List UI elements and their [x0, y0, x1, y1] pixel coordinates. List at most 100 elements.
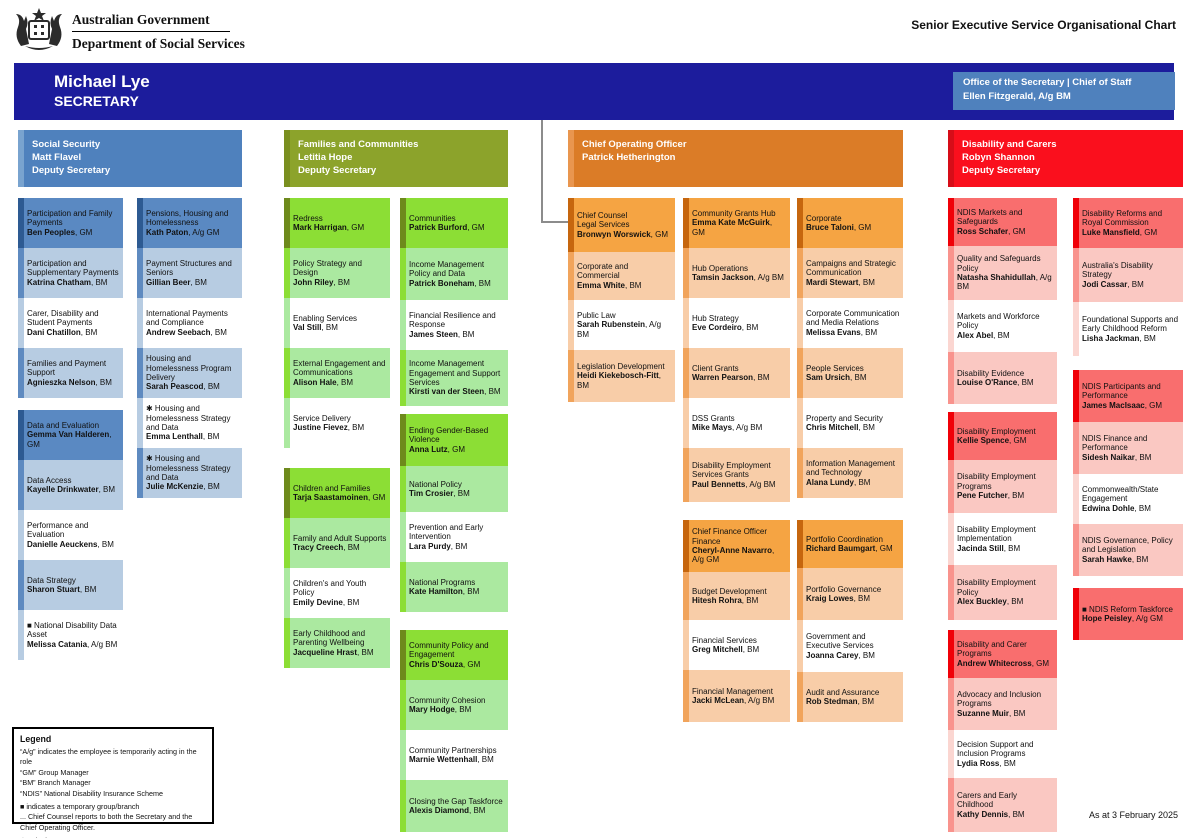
box-title: Service Delivery	[293, 413, 351, 423]
org-box: Prevention and Early Intervention Lara Pu…	[400, 512, 508, 562]
org-box: ■ NDIS Reform Taskforce Hope Peisley, A/g…	[1073, 588, 1183, 640]
box-title: National Policy	[409, 479, 462, 489]
org-box: NDIS Participants and Performance James M…	[1073, 370, 1183, 422]
box-person: Emma Lenthall, BM	[146, 432, 239, 441]
person-name: Chris D'Souza	[409, 659, 463, 669]
org-box: Disability and Carer Programs Andrew Whit…	[948, 630, 1057, 678]
person-name: Natasha Shahidullah	[957, 273, 1036, 282]
box-person: Sarah Hawke, BM	[1082, 555, 1180, 564]
person-role: , BM	[857, 697, 875, 706]
box-person: Jodi Cassar, BM	[1082, 280, 1180, 289]
box-title: Data Strategy	[27, 575, 76, 585]
person-role: , BM	[474, 278, 491, 288]
box-title: Disability and Carer Programs	[957, 639, 1027, 659]
person-name: Katrina Chatham	[27, 277, 92, 287]
secretary-name: Michael Lye	[54, 72, 150, 91]
box-title: Community Partnerships	[409, 745, 497, 755]
person-role: , BM	[858, 277, 875, 287]
org-box: Hub Operations Tamsin Jackson, A/g BM	[683, 248, 790, 298]
person-role: , A/g BM	[957, 273, 1052, 292]
org-box: Data and Evaluation Gemma Van Halderen, G…	[18, 410, 123, 460]
person-role: , GM	[1031, 658, 1050, 668]
person-name: Alex Buckley	[957, 597, 1007, 607]
person-name: Patrick Burford	[409, 223, 468, 232]
org-box: Housing and Homelessness Program Deliver…	[137, 348, 242, 398]
person-role: , BM	[625, 280, 642, 290]
division-header-social-security: Social Security Matt Flavel Deputy Secreta…	[18, 130, 242, 187]
person-role: , BM	[450, 541, 468, 551]
box-person: Alexis Diamond, BM	[409, 806, 505, 815]
person-role: , A/g GM	[692, 546, 775, 565]
person-role: , GM	[692, 218, 773, 237]
person-name: Sam Ursich	[806, 373, 851, 382]
person-name: Kayelle Drinkwater	[27, 485, 99, 494]
org-box: Income Management Policy and Data Patrick…	[400, 248, 508, 300]
org-box: Community Partnerships Marnie Wettenhall,…	[400, 730, 508, 780]
org-box: Enabling Services Val Still, BM	[284, 298, 390, 348]
person-role: , BM	[742, 645, 760, 654]
person-name: Agnieszka Nelson	[27, 377, 96, 387]
person-name: Andrew Seebach	[146, 327, 211, 337]
box-title: Early Childhood and Parenting Wellbeing	[293, 628, 366, 648]
box-title: Housing and Homelessness Program Deliver…	[146, 354, 232, 382]
person-role: , BM	[469, 806, 486, 815]
box-title: Payment Structures and Seniors	[146, 258, 232, 278]
person-name: Emma Kate McGuirk	[692, 218, 770, 228]
person-name: Julie McKenzie	[146, 482, 204, 492]
box-person: Jacinda Still, BM	[957, 544, 1054, 553]
person-role: , BM	[999, 758, 1016, 768]
person-name: Joanna Carey	[806, 650, 859, 660]
box-title: Families and Payment Support	[27, 358, 107, 378]
box-person: Alex Abel, BM	[957, 331, 1054, 340]
subcolumn: Participation and Family Payments Ben Peo…	[18, 198, 123, 660]
org-box: Disability Employment Services Grants Pau…	[683, 448, 790, 502]
org-box: Income Management Engagement and Support…	[400, 350, 508, 406]
box-title: Foundational Supports and Early Childhoo…	[1082, 314, 1179, 334]
person-role: , GM	[75, 227, 93, 237]
legend-item: ✱ Job share arrangement	[20, 836, 206, 838]
person-role: , BM	[457, 329, 475, 339]
subcolumn: Communities Patrick Burford, GM Income Man…	[400, 198, 508, 832]
box-title: Markets and Workforce Policy	[957, 311, 1040, 331]
box-title: Chief Finance Officer Finance	[692, 527, 767, 546]
person-name: Alex Abel	[957, 330, 994, 340]
person-name: Emma White	[577, 280, 626, 290]
person-role: , BM	[190, 277, 207, 287]
org-box: Disability Evidence Louise O'Rance, BM	[948, 352, 1057, 404]
box-title: NDIS Participants and Performance	[1082, 381, 1161, 401]
person-name: Mardi Stewart	[806, 277, 859, 287]
box-title: Disability Employment	[957, 426, 1036, 436]
person-name: Kellie Spence	[957, 436, 1010, 445]
person-role: , GM	[1009, 436, 1027, 445]
person-role: , BM	[336, 377, 354, 387]
person-role: , BM	[202, 432, 220, 442]
person-name: Tim Crosier	[409, 489, 454, 498]
box-title: Disability Employment Policy	[957, 578, 1036, 597]
org-box: Families and Payment Support Agnieszka Ne…	[18, 348, 123, 398]
masthead: Australian Government Department of Soci…	[0, 0, 1188, 62]
org-box: Legislation Development Heidi Kiekebosch-…	[568, 350, 675, 402]
box-person: Patrick Boneham, BM	[409, 279, 505, 288]
legend: Legend “A/g” indicates the employee is t…	[12, 727, 214, 838]
person-name: Emily Devine	[293, 597, 343, 607]
person-role: , BM	[484, 387, 501, 397]
box-title: NDIS Markets and Safeguards	[957, 207, 1023, 227]
org-box: Payment Structures and Seniors Gillian Be…	[137, 248, 242, 298]
org-box: Disability Employment Kellie Spence, GM	[948, 412, 1057, 460]
person-role: , GM	[368, 493, 386, 502]
box-title: Public Law	[577, 310, 616, 320]
org-box: National Programs Kate Hamilton, BM	[400, 562, 508, 612]
person-role: , GM	[1008, 226, 1026, 236]
person-role: , BM	[347, 423, 365, 432]
box-person: Lydia Ross, BM	[957, 759, 1054, 768]
person-name: Suzanne Muir	[957, 708, 1010, 718]
box-title: Data Access	[27, 475, 72, 485]
legend-item: “A/g” indicates the employee is temporar…	[20, 746, 197, 767]
person-role: , BM	[1007, 491, 1025, 501]
box-person: Melissa Evans, BM	[806, 328, 900, 337]
box-person: Jacki McLean, A/g BM	[692, 696, 787, 705]
org-box: National Policy Tim Crosier, BM	[400, 466, 508, 512]
person-role: , BM	[357, 647, 374, 657]
person-name: Tarja Saastamoinen	[293, 493, 368, 502]
